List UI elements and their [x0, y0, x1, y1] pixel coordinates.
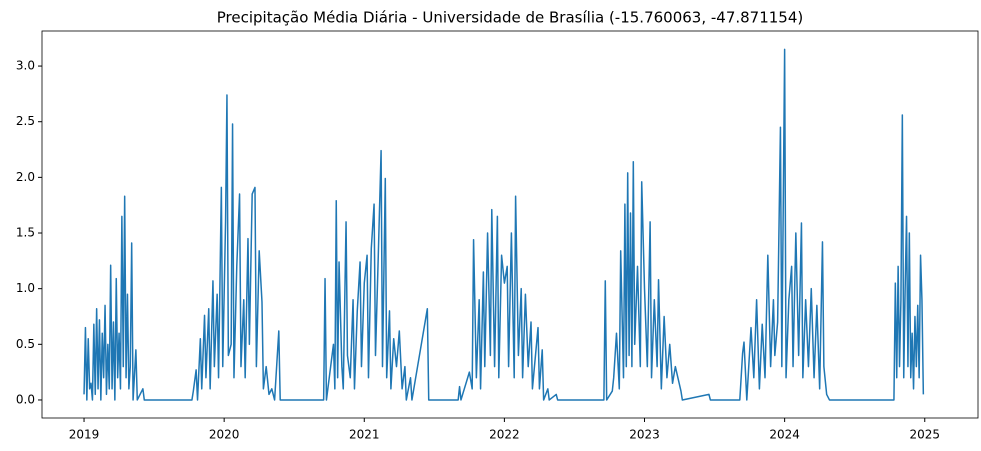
x-tick-label: 2022 — [489, 428, 520, 442]
y-tick-label: 2.5 — [16, 114, 35, 128]
y-tick-label: 0.0 — [16, 392, 35, 406]
y-tick-label: 1.0 — [16, 281, 35, 295]
y-tick-label: 2.0 — [16, 170, 35, 184]
x-tick-label: 2025 — [909, 428, 940, 442]
x-tick-label: 2023 — [629, 428, 660, 442]
y-tick-label: 1.5 — [16, 226, 35, 240]
x-tick-label: 2020 — [209, 428, 240, 442]
x-tick-label: 2019 — [69, 428, 100, 442]
x-tick-label: 2021 — [349, 428, 380, 442]
chart-title: Precipitação Média Diária - Universidade… — [217, 9, 804, 27]
precip-line — [83, 48, 925, 401]
y-tick-label: 0.5 — [16, 337, 35, 351]
x-tick-label: 2024 — [769, 428, 800, 442]
y-tick-label: 3.0 — [16, 59, 35, 73]
plot-frame — [41, 30, 979, 419]
